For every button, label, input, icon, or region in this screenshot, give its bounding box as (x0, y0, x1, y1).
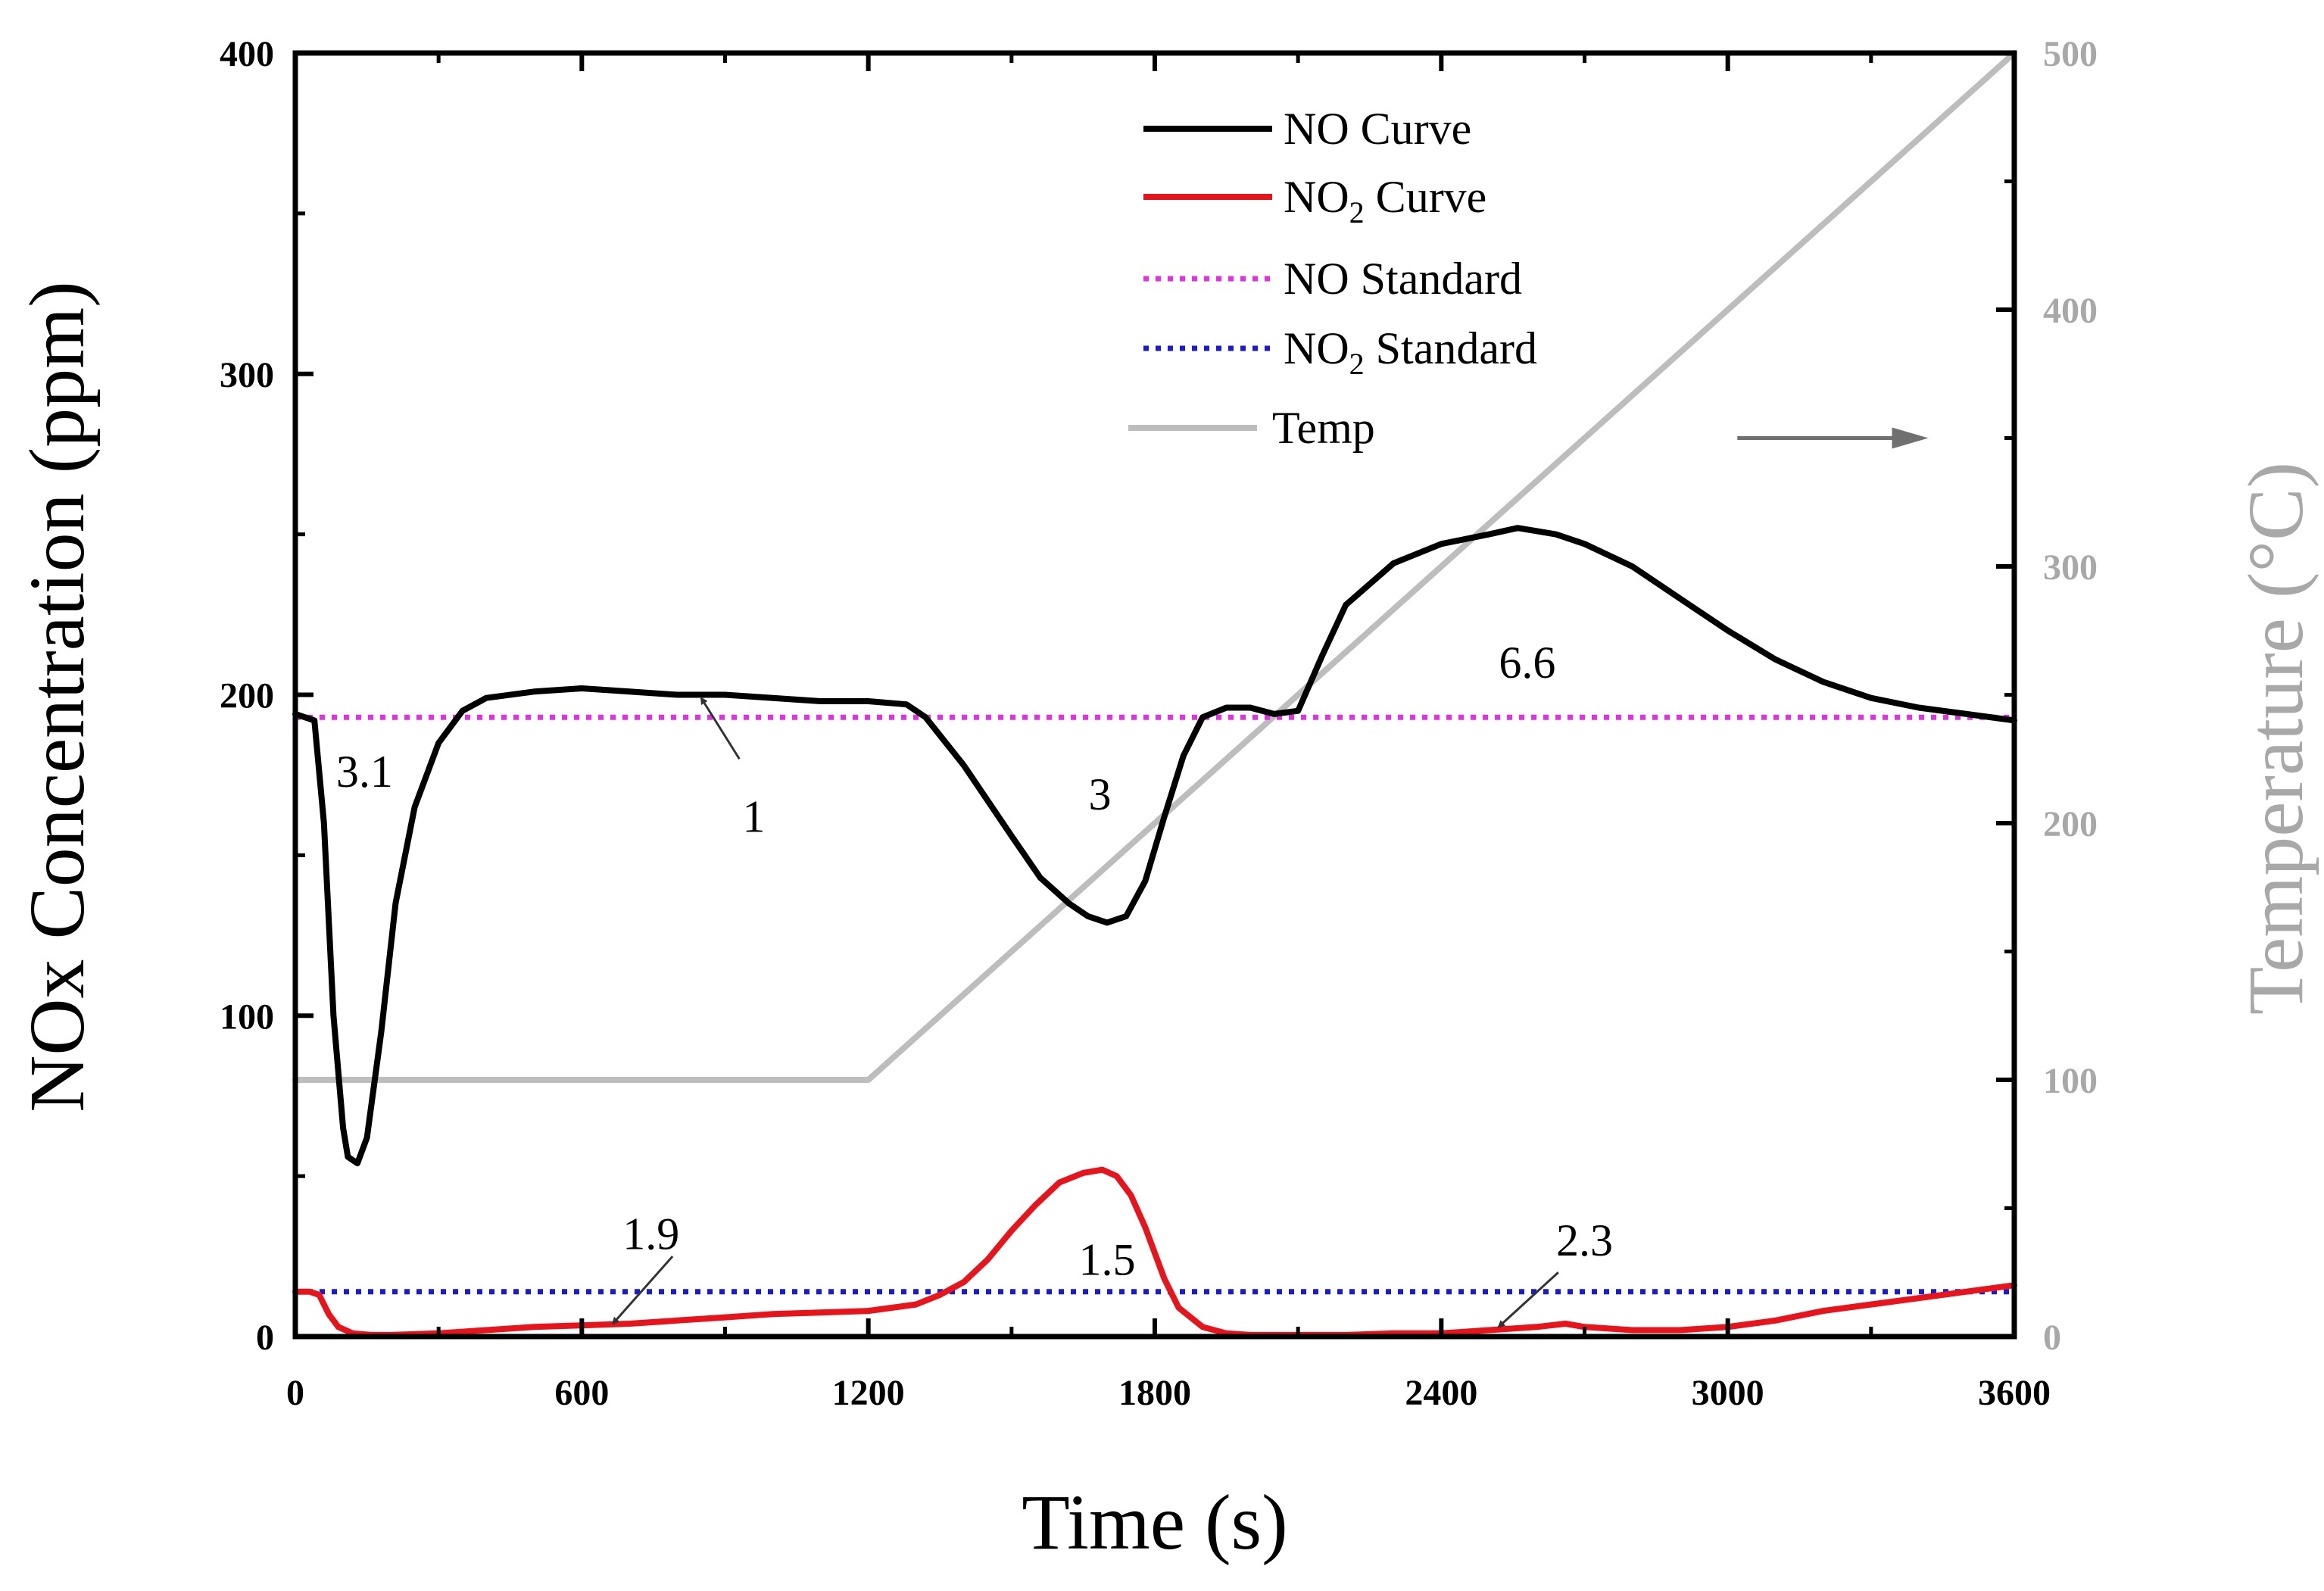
annotation-arrow (1497, 1271, 1559, 1328)
plot-area (292, 50, 2017, 1340)
y-tick-label: 300 (220, 355, 274, 395)
x-tick-label: 1800 (1118, 1373, 1191, 1413)
y2-tick-label: 0 (2043, 1318, 2061, 1358)
annotation-label: 6.6 (1499, 638, 1555, 688)
legend-label: NO Standard (1284, 254, 1522, 304)
x-tick-label: 0 (286, 1373, 304, 1413)
annotation-arrow (700, 697, 741, 760)
y-tick-label: 0 (256, 1318, 274, 1358)
right-axis-arrowhead (1892, 427, 1929, 449)
y2-axis-title: Temperature (°C) (2232, 462, 2319, 1015)
y2-tick-label: 500 (2043, 34, 2098, 74)
series-no2-curve (292, 1166, 2017, 1338)
annotation-label: 1.9 (622, 1209, 679, 1259)
y-axis-title: NOx Concentration (ppm) (14, 281, 101, 1112)
x-tick-label: 1200 (832, 1373, 905, 1413)
annotation-label: 1.5 (1078, 1234, 1135, 1284)
annotation-label: 3.1 (336, 747, 393, 797)
annotation-layer: 3.1 1 3 6.6 1.9 1.5 2.3 (336, 427, 1929, 1328)
x-tick-label: 3000 (1692, 1373, 1764, 1413)
legend-label: NO Curve (1284, 104, 1471, 154)
annotation-arrow (611, 1256, 674, 1325)
series-temp (292, 50, 2017, 1083)
y2-tick-label: 400 (2043, 291, 2098, 331)
legend: NO Curve NO2 Curve NO Standard NO2 Standard… (1128, 104, 1537, 453)
x-axis-title: Time (s) (1022, 1479, 1288, 1566)
axes-layer: 0 600 1200 1800 2400 3000 36000100200300400010… (220, 34, 2098, 1413)
legend-label: Temp (1272, 403, 1375, 453)
annotation-label: 2.3 (1556, 1215, 1613, 1265)
legend-label: NO2 Standard (1284, 323, 1537, 381)
annotation-label: 3 (1088, 769, 1111, 819)
y2-tick-label: 300 (2043, 547, 2098, 588)
y-tick-label: 400 (220, 34, 274, 74)
series-layer (292, 50, 2017, 1338)
y-tick-label: 200 (220, 676, 274, 716)
annotation-label: 1 (742, 792, 765, 842)
series-no-curve (292, 525, 2017, 1167)
x-tick-label: 2400 (1405, 1373, 1477, 1413)
legend-label: NO2 Curve (1284, 172, 1486, 229)
y-tick-label: 100 (220, 997, 274, 1037)
y2-tick-label: 100 (2043, 1061, 2098, 1101)
y2-tick-label: 200 (2043, 804, 2098, 844)
plot-frame (292, 50, 2017, 1340)
x-tick-label: 3600 (1978, 1373, 2051, 1413)
x-tick-label: 600 (554, 1373, 609, 1413)
